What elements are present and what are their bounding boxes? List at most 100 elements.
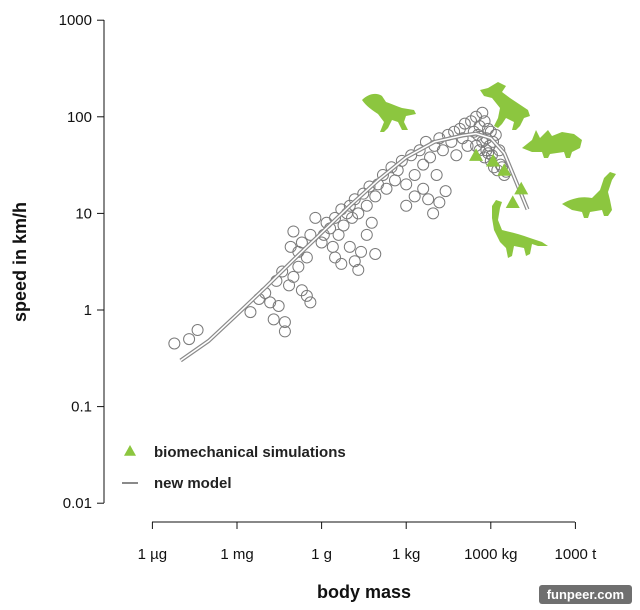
data-point	[408, 168, 421, 181]
data-point	[388, 174, 401, 187]
data-point	[408, 190, 421, 203]
data-point	[357, 187, 370, 200]
x-tick-label: 1 g	[311, 546, 332, 563]
biomechanical-triangles	[469, 148, 529, 208]
y-tick-label: 0.1	[71, 399, 92, 416]
x-axis-title: body mass	[317, 582, 411, 602]
scatter-points	[168, 106, 513, 350]
y-tick-label: 10	[75, 205, 92, 222]
data-point	[427, 207, 440, 220]
x-tick-label: 1 µg	[138, 546, 168, 563]
x-tick-label: 1000 t	[555, 546, 598, 563]
data-point	[400, 199, 413, 212]
model-line-outer	[179, 131, 530, 363]
sauropod-silhouette	[562, 172, 616, 218]
data-point	[465, 115, 478, 128]
data-point	[380, 182, 393, 195]
triangle-point	[514, 181, 529, 195]
data-point	[352, 207, 365, 220]
data-point	[326, 240, 339, 253]
data-point	[436, 144, 449, 157]
data-point	[458, 117, 471, 130]
data-point	[476, 106, 489, 119]
data-point	[461, 139, 474, 152]
y-tick-label: 0.01	[63, 495, 92, 512]
x-tick-label: 1 mg	[220, 546, 253, 563]
data-point	[395, 154, 408, 167]
data-point	[400, 178, 413, 191]
x-tick-label: 1000 kg	[464, 546, 517, 563]
data-point	[343, 240, 356, 253]
model-line-inner	[180, 132, 529, 362]
data-point	[424, 151, 437, 164]
data-point	[278, 325, 291, 338]
legend-label: biomechanical simulations	[154, 444, 346, 461]
data-point	[329, 251, 342, 264]
y-axis-title: speed in km/h	[10, 202, 30, 322]
data-point	[360, 199, 373, 212]
data-point	[264, 296, 277, 309]
data-point	[433, 196, 446, 209]
data-point	[300, 289, 313, 302]
watermark: funpeer.com	[538, 585, 632, 604]
data-point	[337, 219, 350, 232]
data-point	[332, 228, 345, 241]
data-point	[478, 115, 491, 128]
y-tick-label: 1	[84, 302, 92, 319]
data-point	[278, 316, 291, 329]
legend-label: new model	[154, 475, 232, 492]
ceratopsian-silhouette	[522, 130, 582, 158]
data-point	[348, 193, 361, 206]
data-point	[335, 257, 348, 270]
data-point	[329, 211, 342, 224]
data-point	[244, 306, 257, 319]
data-point	[482, 122, 495, 135]
data-point	[292, 260, 305, 273]
legend-entries: biomechanical simulations new model	[122, 444, 346, 492]
data-point	[295, 236, 308, 249]
data-point	[365, 216, 378, 229]
legend: biomechanical simulations new model	[122, 444, 346, 492]
y-tick-label: 1000	[59, 12, 92, 29]
data-point	[360, 228, 373, 241]
sauropod-silhouette	[492, 200, 548, 258]
data-point	[363, 180, 376, 193]
data-point	[483, 139, 496, 152]
data-point	[183, 333, 196, 346]
x-tick-label: 1 kg	[392, 546, 420, 563]
data-point	[309, 211, 322, 224]
theropod-silhouette	[362, 93, 416, 132]
dino-silhouettes	[362, 82, 616, 258]
data-point	[315, 236, 328, 249]
data-point	[417, 158, 430, 171]
y-tick-label: 100	[67, 109, 92, 126]
data-point	[473, 120, 486, 133]
y-axis: 0.01 0.1 1 10 100 1000	[59, 12, 105, 512]
data-point	[191, 324, 204, 337]
data-point	[267, 313, 280, 326]
data-point	[168, 337, 181, 350]
legend-triangle	[124, 445, 136, 456]
data-point	[413, 144, 426, 157]
y-ticks: 0.01 0.1 1 10 100 1000	[59, 12, 104, 512]
triangle-point	[469, 148, 484, 161]
data-point	[287, 225, 300, 238]
data-point	[276, 265, 289, 278]
data-point	[376, 168, 389, 181]
hadrosaur-silhouette	[480, 82, 530, 130]
data-point	[369, 190, 382, 203]
data-point	[304, 228, 317, 241]
data-point	[417, 182, 430, 195]
data-point	[489, 128, 502, 141]
data-point	[346, 211, 359, 224]
triangle-point	[486, 153, 501, 167]
data-point	[272, 300, 285, 313]
model-line	[179, 131, 530, 363]
data-point	[300, 251, 313, 264]
data-point	[284, 240, 297, 253]
data-point	[430, 168, 443, 181]
triangle-point	[505, 195, 520, 208]
data-point	[422, 193, 435, 206]
data-point	[352, 263, 365, 276]
